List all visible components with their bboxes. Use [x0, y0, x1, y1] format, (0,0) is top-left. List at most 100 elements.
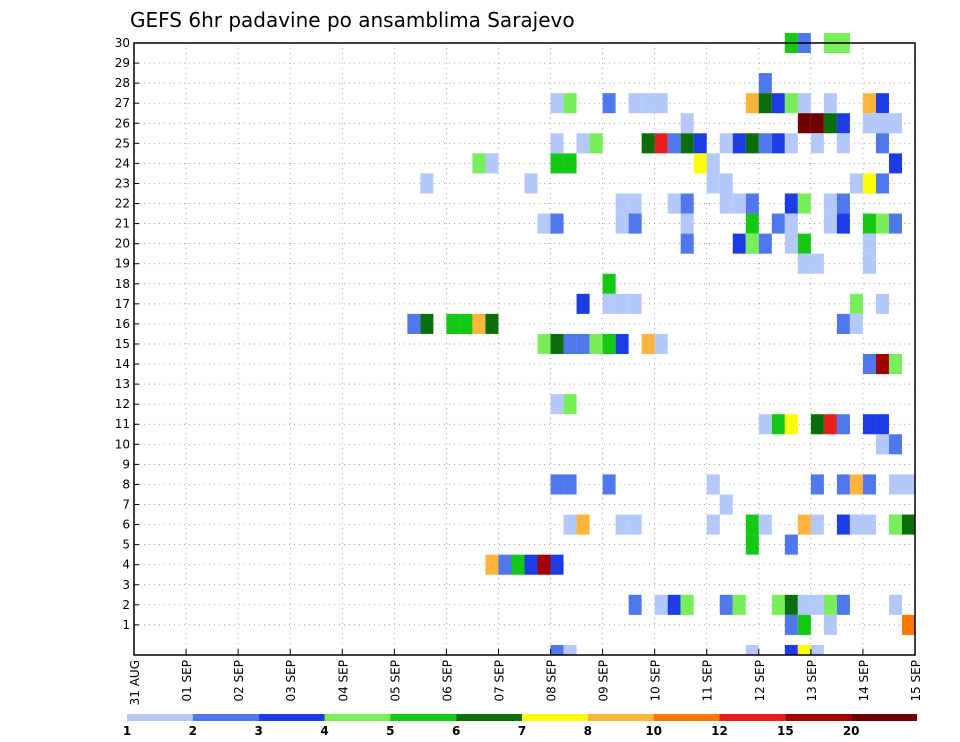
colorbar-label: 6 — [452, 724, 460, 738]
colorbar-label: 10 — [645, 724, 662, 738]
y-tick-label: 28 — [115, 76, 130, 90]
precip-cell — [719, 594, 733, 615]
precip-cell — [888, 434, 902, 455]
precip-cell — [459, 313, 473, 334]
precip-cell — [563, 514, 577, 535]
precip-cell — [654, 133, 668, 154]
precip-cell — [524, 554, 538, 575]
y-tick-label: 11 — [115, 417, 130, 431]
precip-cell — [758, 414, 772, 435]
precip-cell — [836, 113, 850, 134]
colorbar-label: 20 — [843, 724, 860, 738]
precip-cell — [602, 333, 616, 355]
precip-cell — [485, 554, 499, 575]
precip-cell — [667, 133, 681, 154]
precip-cell — [797, 253, 811, 274]
precip-cell — [615, 333, 629, 355]
precip-cell — [550, 644, 564, 655]
precip-cell — [524, 173, 538, 194]
precip-cell — [745, 534, 759, 555]
precip-cell — [875, 414, 889, 435]
precip-cell — [797, 594, 811, 615]
colorbar-swatch — [653, 714, 720, 721]
precip-cell — [745, 233, 759, 254]
x-tick-label: 06 SEP — [440, 660, 454, 702]
precip-cell — [771, 594, 785, 615]
precip-cell — [706, 153, 720, 174]
y-tick-label: 26 — [115, 116, 130, 130]
precip-cell — [862, 213, 876, 234]
precip-cell — [719, 173, 733, 194]
precip-cell — [875, 93, 889, 114]
precip-cell — [823, 213, 837, 234]
precip-cell — [797, 193, 811, 214]
precip-cell — [771, 213, 785, 234]
precip-cell — [511, 554, 525, 575]
precip-cell — [693, 153, 707, 174]
y-tick-label: 23 — [115, 176, 130, 190]
precip-cell — [784, 133, 798, 154]
precip-cell — [550, 554, 564, 575]
precip-cell — [680, 594, 694, 615]
precip-cell — [745, 93, 759, 114]
precip-cell — [862, 93, 876, 114]
precip-cell — [875, 113, 889, 134]
precip-cell — [615, 514, 629, 535]
y-tick-label: 22 — [115, 197, 130, 211]
precip-cell — [862, 253, 876, 274]
precip-cell — [758, 133, 772, 154]
x-tick-label: 03 SEP — [284, 660, 298, 702]
precip-cell — [771, 133, 785, 154]
precip-cell — [732, 133, 746, 154]
precip-cell — [810, 414, 824, 435]
precip-cell — [745, 644, 759, 655]
precip-cell — [550, 394, 564, 415]
precip-cell — [550, 213, 564, 234]
precip-cell — [836, 514, 850, 535]
y-tick-label: 24 — [115, 156, 130, 170]
precip-cell — [810, 514, 824, 535]
precip-cell — [732, 594, 746, 615]
precip-cell — [719, 193, 733, 214]
precip-cell — [797, 514, 811, 535]
precip-cell — [875, 293, 889, 314]
precip-cell — [628, 193, 642, 214]
colorbar-swatch — [522, 714, 588, 721]
precip-cell — [888, 474, 902, 495]
precip-cell — [589, 133, 603, 154]
x-tick-label: 07 SEP — [492, 660, 506, 702]
precip-cell — [784, 193, 798, 214]
precip-cell — [823, 614, 837, 635]
precip-cell — [563, 93, 577, 114]
precip-cell — [797, 614, 811, 635]
precip-cell — [888, 213, 902, 234]
precip-cell — [628, 293, 642, 314]
precip-cell — [888, 153, 902, 174]
precip-cell — [784, 594, 798, 615]
colorbar-label: 15 — [777, 724, 794, 738]
chart-title: GEFS 6hr padavine po ansamblima Sarajevo — [130, 8, 575, 32]
precip-cell — [706, 173, 720, 194]
precip-cell — [732, 233, 746, 254]
y-tick-label: 2 — [122, 598, 130, 612]
precip-cell — [901, 474, 915, 495]
data-cells — [407, 32, 915, 655]
precip-cell — [836, 414, 850, 435]
colorbar-swatch — [390, 714, 457, 721]
precip-cell — [745, 133, 759, 154]
precip-cell — [472, 313, 486, 334]
x-tick-label: 14 SEP — [857, 660, 871, 702]
precip-cell — [784, 213, 798, 234]
precip-cell — [498, 554, 512, 575]
y-tick-label: 10 — [115, 437, 130, 451]
precip-cell — [823, 414, 837, 435]
x-tick-label: 10 SEP — [649, 660, 663, 702]
precip-cell — [680, 233, 694, 254]
precip-cell — [563, 333, 577, 355]
precip-cell — [602, 93, 616, 114]
precip-cell — [888, 113, 902, 134]
precip-cell — [823, 594, 837, 615]
y-tick-label: 1 — [122, 618, 130, 632]
x-tick-label: 04 SEP — [336, 660, 350, 702]
